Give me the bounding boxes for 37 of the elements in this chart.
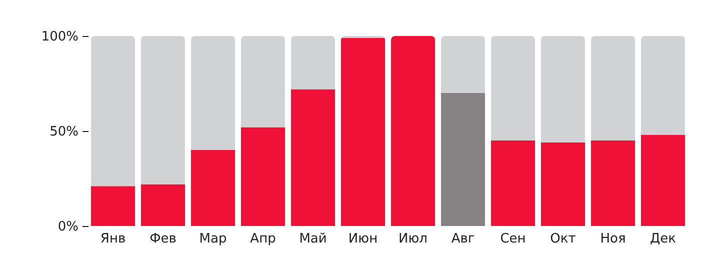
y-tick-label: 0% [58,220,78,234]
x-tick-label: Июн [348,232,378,246]
x-tick-label: Янв [100,232,126,246]
bar [241,36,285,128]
x-tick-label: Апр [250,232,276,246]
bar [91,186,135,226]
bar [191,150,235,226]
bar [91,36,135,186]
x-tick-label: Авг [451,232,475,246]
y-tick-label: 100% [41,30,78,44]
x-tick-label: Дек [650,232,676,246]
bar [641,134,685,226]
bar [491,36,535,140]
x-tick-label: Июл [398,232,428,246]
x-tick-label: Окт [550,232,576,246]
y-tick-label: 50% [50,124,78,140]
bar [141,36,185,184]
bar [491,140,535,226]
x-tick-label: Ноя [600,232,626,246]
bar [641,36,685,135]
bar [291,89,335,226]
x-tick-label: Фев [150,232,176,246]
bar [141,184,185,226]
bar [441,36,485,93]
bar [441,93,485,226]
bar [391,36,435,226]
bar [591,140,635,226]
bar [541,36,585,142]
bar [241,127,285,226]
x-tick-label: Сен [500,232,526,246]
bar [541,142,585,226]
x-tick-label: Мар [199,232,227,246]
bar [591,36,635,140]
x-tick-label: Май [299,232,327,246]
bar [341,38,385,226]
bar [191,36,235,150]
bar [291,36,335,90]
